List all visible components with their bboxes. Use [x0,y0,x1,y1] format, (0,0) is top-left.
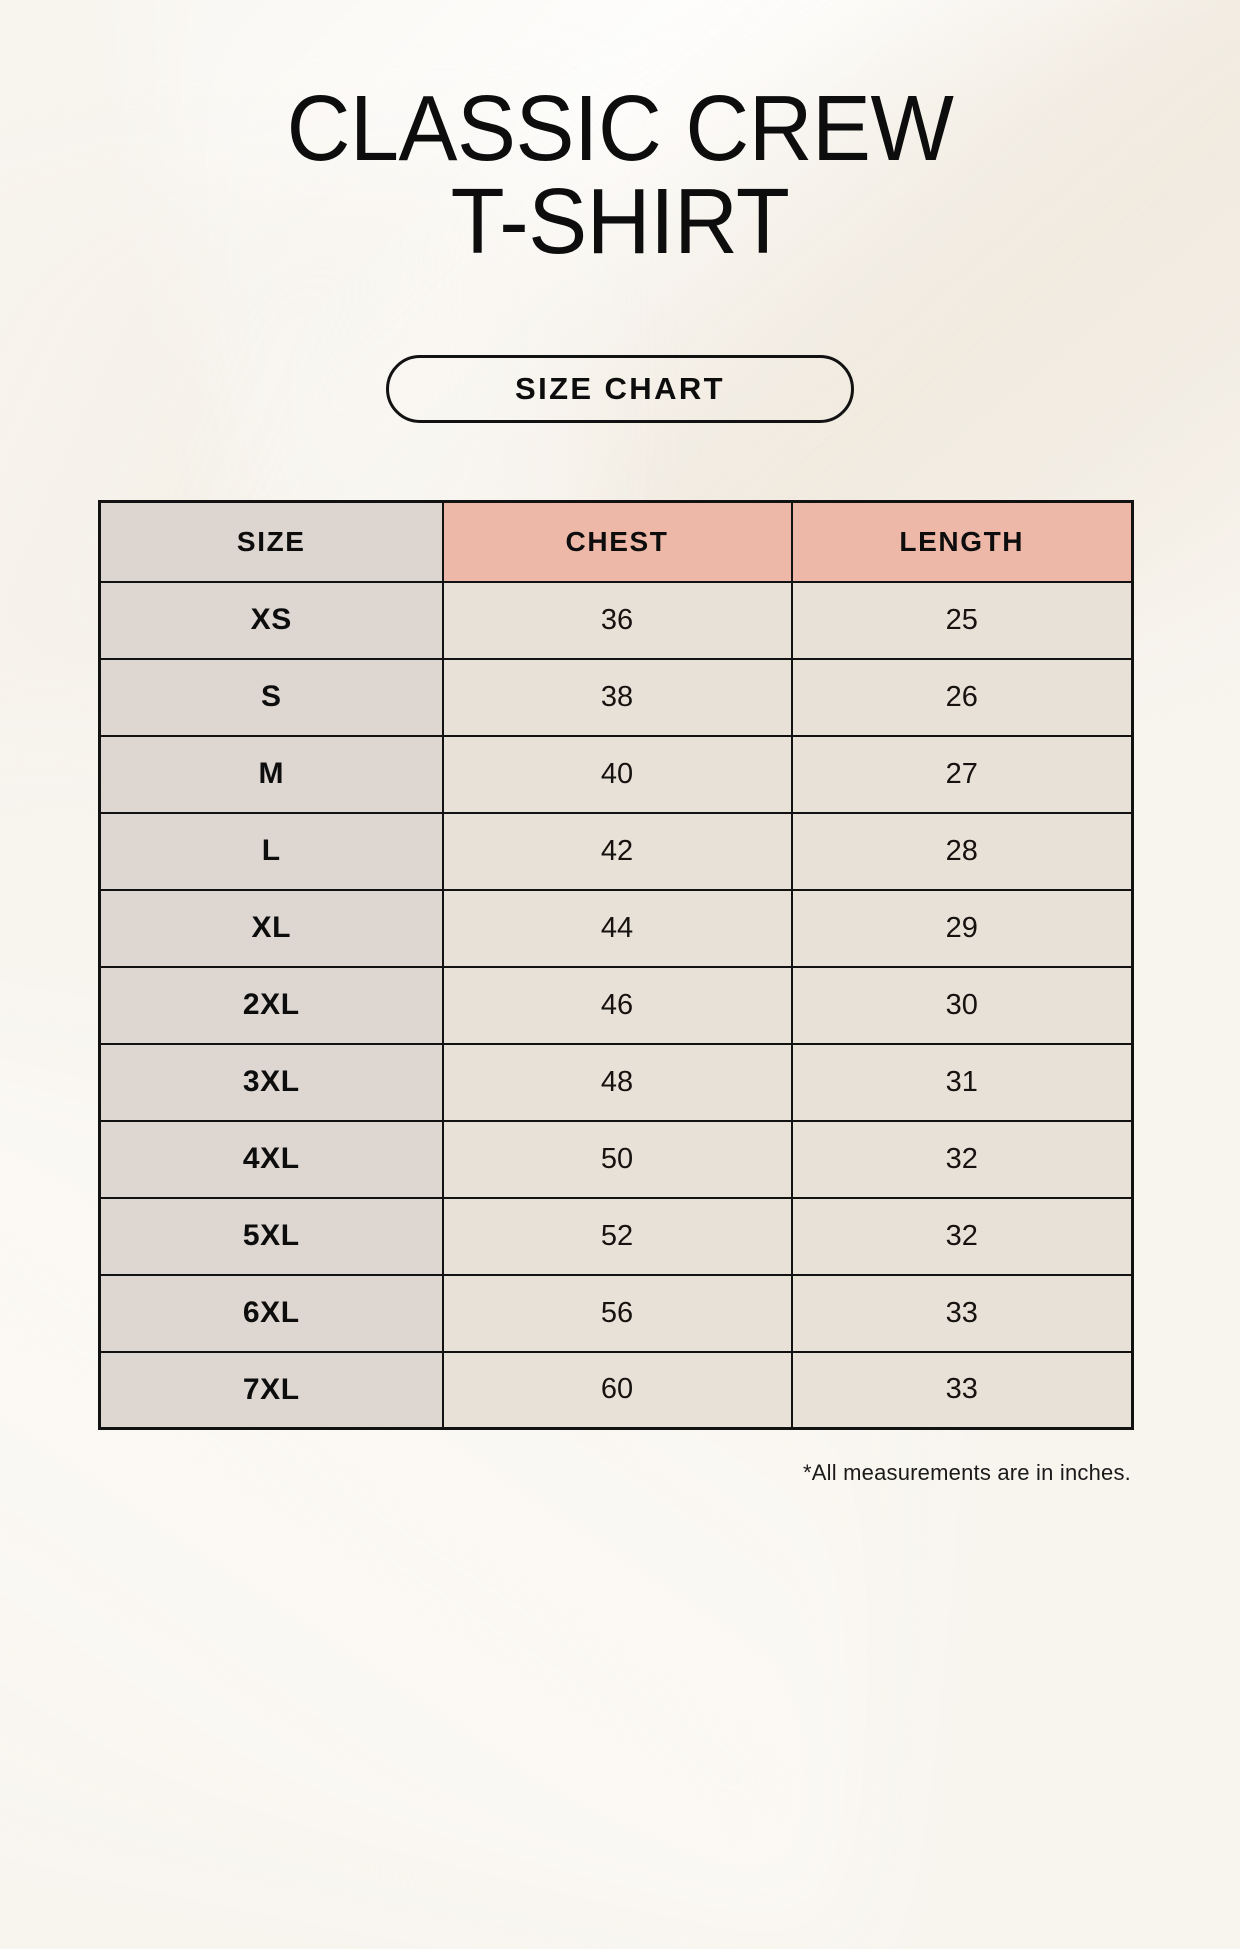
cell-size: L [98,811,444,891]
cell-chest: 46 [441,965,793,1045]
size-chart-badge: SIZE CHART [386,355,854,423]
table-header-row: SIZE CHEST LENGTH [98,500,1134,583]
cell-chest: 44 [441,888,793,968]
measurement-units-footnote: *All measurements are in inches. [803,1460,1131,1485]
cell-chest: 50 [441,1119,793,1199]
table-row: 2XL 46 30 [98,965,1134,1045]
cell-chest: 42 [441,811,793,891]
cell-chest: 36 [441,580,793,660]
table-row: S 38 26 [98,657,1134,737]
table-row: M 40 27 [98,734,1134,814]
cell-length: 28 [790,811,1134,891]
cell-chest: 38 [441,657,793,737]
cell-length: 31 [790,1042,1134,1122]
cell-chest: 40 [441,734,793,814]
table-body: XS 36 25 S 38 26 M 40 27 L 42 28 XL 44 29 2XL 46 30 3XL 48 3… [98,580,1134,1430]
cell-chest: 60 [441,1350,793,1430]
size-chart-page: CLASSIC CREW T-SHIRT SIZE CHART SIZE CHE… [0,76,1240,1485]
cell-size: M [98,734,444,814]
table-row: 4XL 50 32 [98,1119,1134,1199]
size-table: SIZE CHEST LENGTH XS 36 25 S 38 26 M 40 27 L 42 28 X… [98,500,1134,1430]
cell-length: 32 [790,1196,1134,1276]
table-row: 7XL 60 33 [98,1350,1134,1430]
table-header: SIZE CHEST LENGTH [98,500,1134,583]
cell-length: 32 [790,1119,1134,1199]
cell-length: 33 [790,1273,1134,1353]
cell-length: 30 [790,965,1134,1045]
cell-size: 6XL [98,1273,444,1353]
table-row: XS 36 25 [98,580,1134,660]
table-row: 3XL 48 31 [98,1042,1134,1122]
cell-size: XL [98,888,444,968]
table-row: XL 44 29 [98,888,1134,968]
size-table-container: SIZE CHEST LENGTH XS 36 25 S 38 26 M 40 27 L 42 28 X… [98,500,1134,1430]
badge-container: SIZE CHART [0,355,1240,423]
column-header-size: SIZE [98,500,444,583]
cell-size: 5XL [98,1196,444,1276]
cell-chest: 52 [441,1196,793,1276]
cell-length: 29 [790,888,1134,968]
cell-size: XS [98,580,444,660]
cell-size: 4XL [98,1119,444,1199]
cell-size: 7XL [98,1350,444,1430]
cell-size: 3XL [98,1042,444,1122]
table-row: 6XL 56 33 [98,1273,1134,1353]
cell-chest: 48 [441,1042,793,1122]
table-row: 5XL 52 32 [98,1196,1134,1276]
cell-length: 25 [790,580,1134,660]
cell-length: 33 [790,1350,1134,1430]
cell-size: 2XL [98,965,444,1045]
column-header-length: LENGTH [790,500,1134,583]
cell-length: 27 [790,734,1134,814]
cell-size: S [98,657,444,737]
cell-length: 26 [790,657,1134,737]
table-row: L 42 28 [98,811,1134,891]
column-header-chest: CHEST [441,500,793,583]
page-title: CLASSIC CREW T-SHIRT [286,76,954,273]
cell-chest: 56 [441,1273,793,1353]
